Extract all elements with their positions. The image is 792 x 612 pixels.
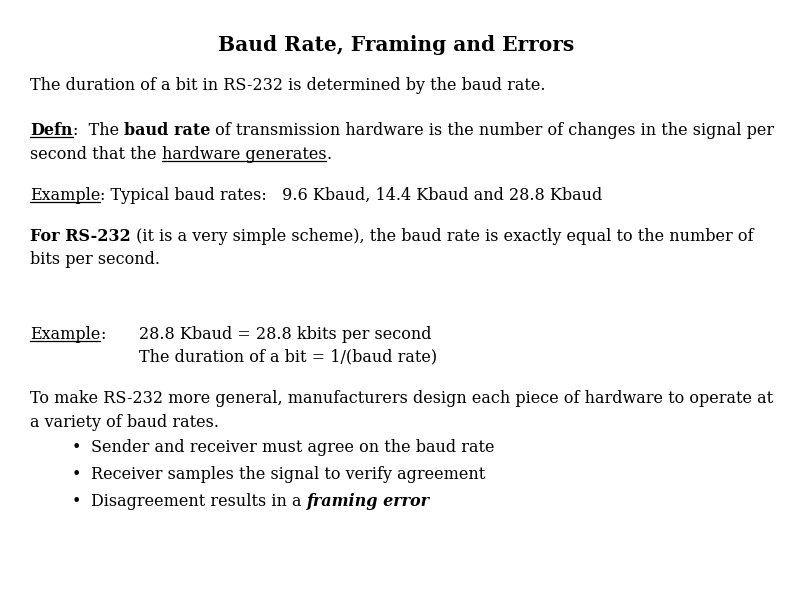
Text: :  The: : The: [73, 122, 124, 140]
Text: : Typical baud rates:   9.6 Kbaud, 14.4 Kbaud and 28.8 Kbaud: : Typical baud rates: 9.6 Kbaud, 14.4 Kb…: [101, 187, 603, 204]
Text: second that the: second that the: [30, 146, 162, 163]
Text: To make RS-232 more general, manufacturers design each piece of hardware to oper: To make RS-232 more general, manufacture…: [30, 390, 773, 408]
Text: For RS-232: For RS-232: [30, 228, 131, 245]
Text: Example: Example: [30, 326, 101, 343]
Text: •: •: [71, 493, 81, 510]
Text: Baud Rate, Framing and Errors: Baud Rate, Framing and Errors: [218, 35, 574, 56]
Text: Defn: Defn: [30, 122, 73, 140]
Text: a variety of baud rates.: a variety of baud rates.: [30, 414, 219, 431]
Text: (it is a very simple scheme), the baud rate is exactly equal to the number of: (it is a very simple scheme), the baud r…: [131, 228, 753, 245]
Text: Sender and receiver must agree on the baud rate: Sender and receiver must agree on the ba…: [91, 439, 494, 457]
Text: 28.8 Kbaud = 28.8 kbits per second: 28.8 Kbaud = 28.8 kbits per second: [139, 326, 431, 343]
Text: hardware generates: hardware generates: [162, 146, 326, 163]
Text: bits per second.: bits per second.: [30, 251, 160, 268]
Text: Disagreement results in a: Disagreement results in a: [91, 493, 307, 510]
Text: The duration of a bit = 1/(baud rate): The duration of a bit = 1/(baud rate): [139, 349, 436, 366]
Text: :: :: [101, 326, 106, 343]
Text: •: •: [71, 466, 81, 483]
Text: The duration of a bit in RS-232 is determined by the baud rate.: The duration of a bit in RS-232 is deter…: [30, 76, 546, 94]
Text: Example: Example: [30, 187, 101, 204]
Text: baud rate: baud rate: [124, 122, 210, 140]
Text: •: •: [71, 439, 81, 457]
Text: of transmission hardware is the number of changes in the signal per: of transmission hardware is the number o…: [210, 122, 775, 140]
Text: .: .: [326, 146, 332, 163]
Text: framing error: framing error: [307, 493, 430, 510]
Text: Receiver samples the signal to verify agreement: Receiver samples the signal to verify ag…: [91, 466, 485, 483]
